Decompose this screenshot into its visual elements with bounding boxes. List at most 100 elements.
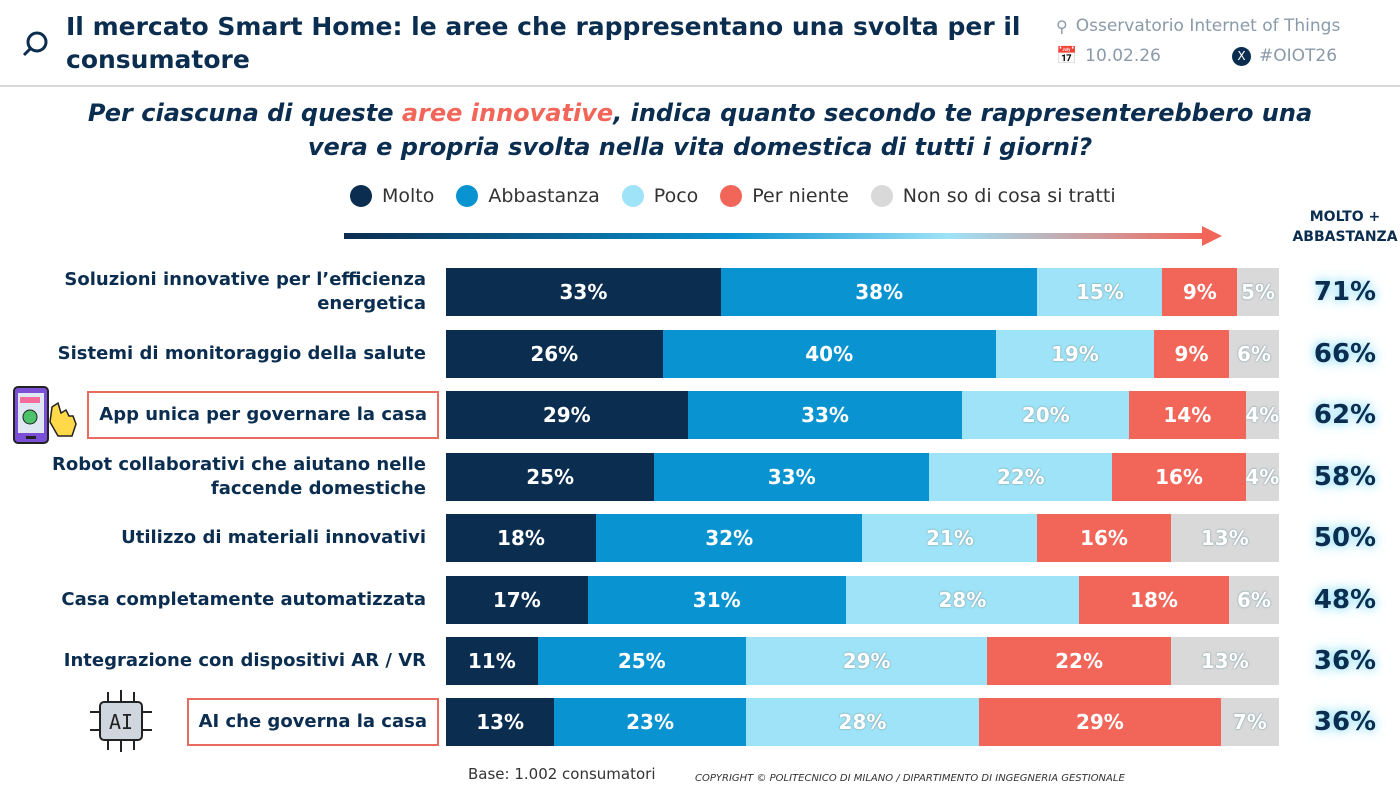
bar-segment-molto: 11% — [446, 637, 538, 685]
date-label: 📅 10.02.26 — [1056, 46, 1161, 66]
bar-segment-molto: 13% — [446, 698, 555, 746]
bar-segment-non-so-di-cosa-si-tratti: 5% — [1237, 268, 1279, 316]
bar-segment-poco: 28% — [845, 576, 1080, 624]
bar-segment-per-niente: 18% — [1079, 576, 1229, 624]
date-value: 10.02.26 — [1085, 46, 1161, 66]
question-text: Per ciascuna di queste — [87, 99, 402, 127]
category-label: Utilizzo di materiali innovativi — [121, 527, 426, 548]
chart-row: Sistemi di monitoraggio della salute 26% 4… — [0, 330, 1400, 378]
survey-question: Per ciascuna di queste aree innovative, … — [60, 96, 1340, 164]
totals-header: MOLTO + ABBASTANZA — [1292, 209, 1398, 245]
observatory-label: ⚲ Osservatorio Internet of Things — [1056, 16, 1340, 36]
svg-text:AI: AI — [109, 710, 133, 734]
category-label: Robot collaborativi che aiutano nelle fa… — [52, 454, 426, 499]
gradient-arrow — [344, 233, 1206, 239]
category-label: Casa completamente automatizzata — [61, 589, 426, 610]
category-label: Sistemi di monitoraggio della salute — [57, 343, 426, 364]
stacked-bar: 17% 31% 28% 18% 6% — [446, 576, 1279, 624]
total-label: 50% — [1313, 523, 1377, 553]
bar-segment-abbastanza: 33% — [687, 391, 963, 439]
magnifier-logo-icon — [22, 30, 50, 62]
bar-segment-abbastanza: 31% — [587, 576, 846, 624]
hashtag-label: X #OIOT26 — [1232, 46, 1337, 66]
legend-item: Molto — [350, 185, 434, 207]
question-text: , indica quanto secondo te rappresentere… — [307, 99, 1313, 161]
total-label: 71% — [1313, 277, 1377, 307]
legend-label: Molto — [382, 185, 435, 207]
bar-segment-non-so-di-cosa-si-tratti: 6% — [1229, 576, 1279, 624]
legend-swatch — [350, 185, 372, 207]
total-label: 36% — [1313, 707, 1377, 737]
stacked-bar: 25% 33% 22% 16% 4% — [446, 453, 1279, 501]
chart-row: Utilizzo di materiali innovativi 18% 32% 21… — [0, 514, 1400, 562]
category-label: App unica per governare la casa — [87, 391, 439, 439]
bar-segment-per-niente: 9% — [1154, 330, 1229, 378]
copyright: COPYRIGHT © POLITECNICO DI MILANO / DIPA… — [695, 773, 1125, 784]
bar-segment-poco: 19% — [995, 330, 1155, 378]
chart-row: Integrazione con dispositivi AR / VR 11% 2… — [0, 637, 1400, 685]
stacked-bar: 13% 23% 28% 29% 7% — [446, 698, 1279, 746]
legend-item: Abbastanza — [456, 185, 600, 207]
observatory-name: Osservatorio Internet of Things — [1075, 16, 1341, 36]
bar-segment-per-niente: 29% — [979, 698, 1221, 746]
bar-segment-poco: 22% — [929, 453, 1113, 501]
page-title: Il mercato Smart Home: le aree che rappr… — [66, 12, 1021, 74]
bar-segment-molto: 29% — [446, 391, 688, 439]
bar-segment-non-so-di-cosa-si-tratti: 13% — [1170, 514, 1279, 562]
ai-chip-icon: AI — [88, 690, 154, 756]
legend-swatch — [621, 185, 644, 207]
total-label: 62% — [1313, 400, 1377, 430]
bar-segment-per-niente: 16% — [1037, 514, 1171, 562]
legend-swatch — [720, 185, 743, 207]
category-label: AI che governa la casa — [186, 698, 439, 746]
bar-segment-molto: 33% — [446, 268, 721, 316]
legend-label: Poco — [653, 185, 699, 207]
bar-segment-molto: 26% — [446, 330, 663, 378]
bar-segment-abbastanza: 23% — [554, 698, 746, 746]
bar-segment-abbastanza: 33% — [654, 453, 930, 501]
stacked-bar: 33% 38% 15% 9% 5% — [446, 268, 1279, 316]
bar-segment-abbastanza: 38% — [720, 268, 1038, 316]
bar-segment-poco: 21% — [862, 514, 1038, 562]
chart-row: Soluzioni innovative per l’efficienza en… — [0, 268, 1400, 316]
legend-item: Non so di cosa si tratti — [870, 185, 1116, 207]
total-label: 58% — [1313, 462, 1377, 492]
chart-row: Casa completamente automatizzata 17% 31% 28… — [0, 576, 1400, 624]
bar-segment-per-niente: 9% — [1162, 268, 1238, 316]
header-divider — [0, 85, 1400, 87]
category-label: Soluzioni innovative per l’efficienza en… — [64, 269, 426, 314]
bar-segment-poco: 29% — [745, 637, 988, 685]
category-label: Integrazione con dispositivi AR / VR — [63, 650, 426, 671]
x-logo-icon: X — [1232, 46, 1251, 66]
chart-row: Robot collaborativi che aiutano nelle fa… — [0, 453, 1400, 501]
stacked-bar: 29% 33% 20% 14% 4% — [446, 391, 1279, 439]
total-label: 36% — [1313, 646, 1377, 676]
bar-segment-per-niente: 14% — [1129, 391, 1246, 439]
total-label: 66% — [1313, 339, 1377, 369]
smartphone-app-icon — [12, 385, 78, 449]
arrow-head-icon — [1202, 226, 1222, 246]
legend-swatch — [456, 185, 479, 207]
bar-segment-molto: 17% — [446, 576, 588, 624]
bar-segment-poco: 15% — [1037, 268, 1163, 316]
bar-segment-non-so-di-cosa-si-tratti: 13% — [1170, 637, 1279, 685]
legend-label: Non so di cosa si tratti — [902, 185, 1116, 207]
bar-segment-per-niente: 16% — [1112, 453, 1246, 501]
chart-row: AI che governa la casa 13% 23% 28% 29% 7% 36% — [0, 698, 1400, 746]
bar-segment-non-so-di-cosa-si-tratti: 7% — [1220, 698, 1279, 746]
base-note: Base: 1.002 consumatori — [468, 765, 656, 783]
bar-segment-abbastanza: 32% — [595, 514, 863, 562]
question-highlight: aree innovative — [401, 99, 614, 127]
legend-label: Per niente — [752, 185, 849, 207]
legend-item: Poco — [621, 185, 699, 207]
legend-label: Abbastanza — [488, 185, 600, 207]
bar-segment-abbastanza: 25% — [537, 637, 746, 685]
calendar-icon: 📅 — [1056, 46, 1078, 66]
chart-row: App unica per governare la casa 29% 33% 20%… — [0, 391, 1400, 439]
bar-segment-molto: 25% — [446, 453, 655, 501]
hashtag-value: #OIOT26 — [1259, 46, 1338, 66]
legend-item: Per niente — [720, 185, 849, 207]
chart-legend: Molto Abbastanza Poco Per niente Non so di c… — [350, 185, 1116, 207]
bar-segment-poco: 28% — [745, 698, 980, 746]
bar-segment-non-so-di-cosa-si-tratti: 6% — [1229, 330, 1279, 378]
